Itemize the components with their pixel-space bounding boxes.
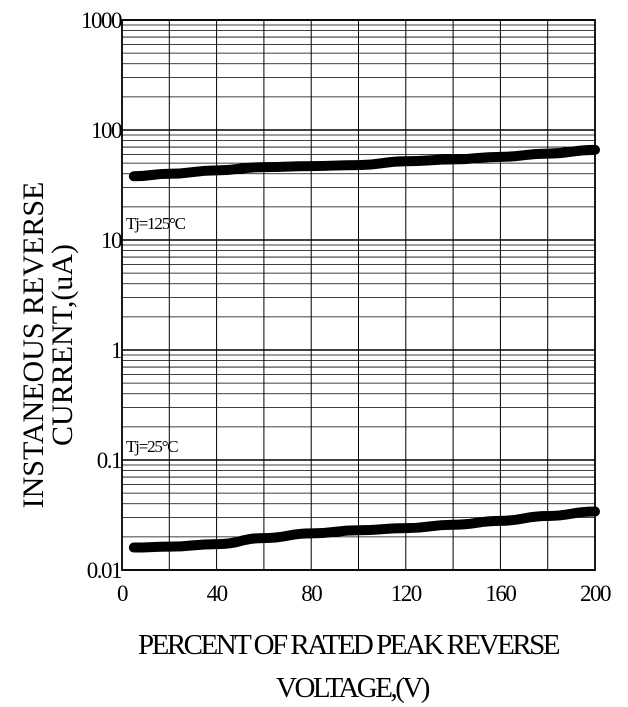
x-axis-ticks: 0 40 80 120 160 200 [117, 581, 613, 606]
x-tick-label: 40 [207, 581, 228, 606]
y-tick-label: 0.1 [97, 448, 122, 473]
series-line-0 [128, 144, 600, 182]
annotation-tj-25: Tj=25°C [126, 437, 178, 456]
x-tick-label: 200 [580, 581, 611, 606]
x-tick-label: 0 [117, 581, 128, 606]
x-tick-label: 80 [301, 581, 322, 606]
y-axis-label-line2: CURRENT,(uA) [46, 244, 79, 446]
y-tick-label: 10 [101, 228, 122, 253]
x-tick-label: 160 [485, 581, 516, 606]
annotation-tj-125: Tj=125°C [126, 214, 186, 233]
plot-frame [121, 19, 596, 571]
x-tick-label: 120 [391, 581, 422, 606]
y-axis-ticks: 0.01 0.1 1 10 100 1000 [81, 8, 124, 583]
series-line-1 [128, 506, 600, 553]
x-axis-label-line2: VOLTAGE,(V) [276, 672, 430, 704]
y-tick-label: 1 [111, 338, 122, 363]
y-tick-label: 1000 [81, 8, 122, 33]
chart-series [128, 144, 600, 553]
y-tick-label: 0.01 [87, 558, 122, 583]
y-axis-label: INSTANEOUS REVERSE CURRENT,(uA) [17, 182, 79, 509]
y-tick-label: 100 [91, 118, 122, 143]
chart-grid [121, 19, 596, 571]
x-axis-label-line1: PERCENT OF RATED PEAK REVERSE [138, 629, 560, 661]
y-axis-label-line1: INSTANEOUS REVERSE [17, 182, 50, 509]
